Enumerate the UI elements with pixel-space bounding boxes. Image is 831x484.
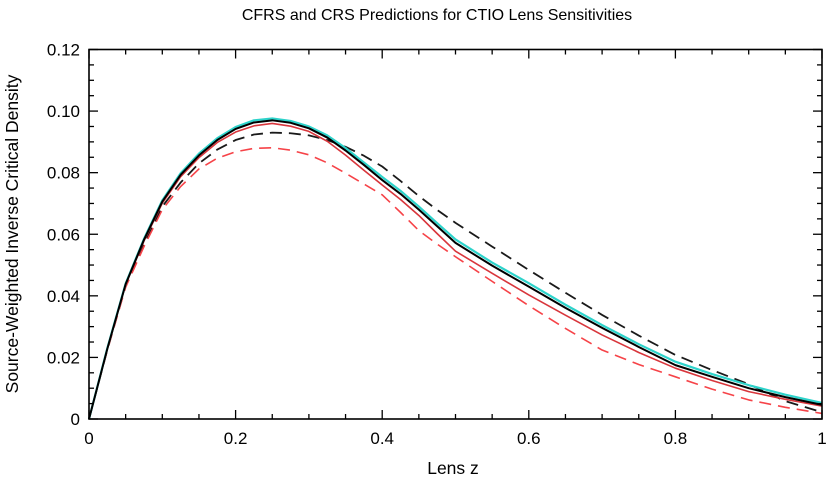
x-tick-label: 0 bbox=[84, 429, 93, 448]
y-tick-label: 0.10 bbox=[47, 102, 80, 121]
series-black-solid bbox=[88, 119, 823, 420]
y-tick-label: 0 bbox=[71, 410, 80, 429]
y-tick-label: 0.12 bbox=[47, 41, 80, 60]
series-black-dashed bbox=[88, 131, 823, 420]
series-red-solid bbox=[88, 122, 823, 420]
y-tick-label: 0.08 bbox=[47, 164, 80, 183]
y-axis-label: Source-Weighted Inverse Critical Density bbox=[2, 74, 22, 393]
plot-area: 0 0.2 0.4 0.6 0.8 1 0 0.02 0.04 0.06 0.08 0.10 0.12 bbox=[47, 41, 827, 449]
series-red-dashed bbox=[88, 146, 823, 420]
x-tick-label: 0.2 bbox=[224, 429, 248, 448]
x-tick-label: 0.8 bbox=[664, 429, 688, 448]
y-tick-label: 0.04 bbox=[47, 287, 80, 306]
plot-frame bbox=[88, 48, 823, 420]
chart-title: CFRS and CRS Predictions for CTIO Lens S… bbox=[242, 7, 632, 24]
series-cyan-solid bbox=[87, 117, 823, 420]
x-tick-label: 1 bbox=[817, 429, 826, 448]
x-tick-label: 0.6 bbox=[517, 429, 541, 448]
x-tick-label: 0.4 bbox=[370, 429, 394, 448]
y-tick-label: 0.06 bbox=[47, 225, 80, 244]
y-tick-label: 0.02 bbox=[47, 348, 80, 367]
x-axis-label: Lens z bbox=[427, 458, 479, 478]
